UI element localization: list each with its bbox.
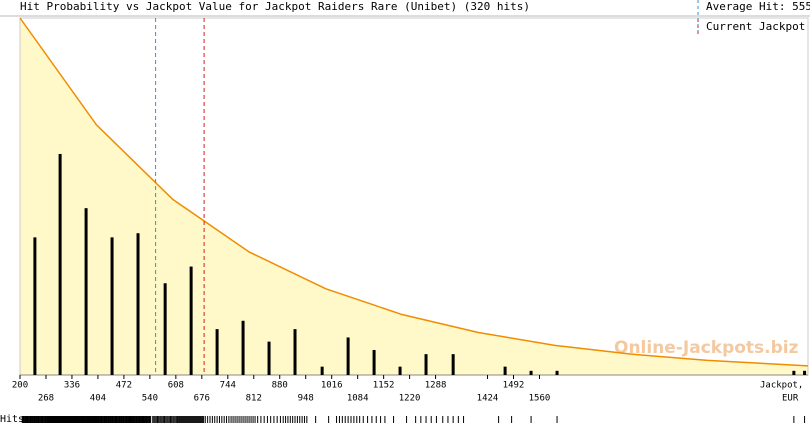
legend-average: Average Hit: 555	[706, 0, 810, 13]
bar	[215, 329, 219, 375]
x-tick-label: 1084	[347, 394, 369, 404]
x-tick-label: 404	[90, 394, 106, 404]
x-tick-label: 880	[272, 381, 288, 391]
x-tick-label: 676	[194, 394, 210, 404]
x-tick-label: 1220	[399, 394, 421, 404]
bar	[529, 370, 533, 375]
curve-line	[19, 17, 809, 367]
x-tick-label: 1560	[529, 394, 551, 404]
watermark: Online-Jackpots.biz	[614, 338, 799, 358]
x-tick-label: 948	[298, 394, 314, 404]
bar	[58, 153, 62, 375]
x-tick-label: 1492	[503, 381, 525, 391]
bar	[346, 337, 350, 375]
bar	[451, 354, 455, 375]
bar	[267, 341, 271, 375]
bar	[136, 233, 140, 375]
legend-current: Current Jackpot	[706, 20, 805, 33]
x-axis-label: EUR	[782, 394, 799, 404]
bar	[84, 208, 88, 375]
bar	[792, 370, 796, 375]
bar	[189, 266, 193, 375]
bar	[372, 349, 376, 375]
x-axis-label: Jackpot,	[760, 381, 803, 391]
x-tick-label: 1424	[477, 394, 499, 404]
bar	[503, 366, 507, 375]
bar	[110, 237, 114, 375]
bar	[555, 370, 559, 375]
bar	[398, 366, 402, 375]
x-tick-label: 608	[168, 381, 184, 391]
x-tick-label: 336	[64, 381, 80, 391]
bar	[33, 237, 37, 375]
x-tick-label: 472	[116, 381, 132, 391]
x-tick-label: 1152	[373, 381, 395, 391]
x-tick-label: 812	[246, 394, 262, 404]
bar	[241, 320, 245, 375]
rug-label: Hits	[0, 414, 24, 425]
bar	[320, 366, 324, 375]
x-tick-label: 200	[12, 381, 28, 391]
x-tick-label: 744	[220, 381, 236, 391]
bar	[803, 370, 807, 375]
bar	[163, 283, 167, 375]
curve-area	[20, 18, 808, 375]
x-tick-label: 268	[38, 394, 54, 404]
x-tick-label: 1016	[321, 381, 343, 391]
chart-title: Hit Probability vs Jackpot Value for Jac…	[20, 0, 530, 13]
x-tick-label: 1288	[425, 381, 447, 391]
bar	[424, 354, 428, 375]
bar	[293, 329, 297, 375]
x-tick-label: 540	[142, 394, 158, 404]
